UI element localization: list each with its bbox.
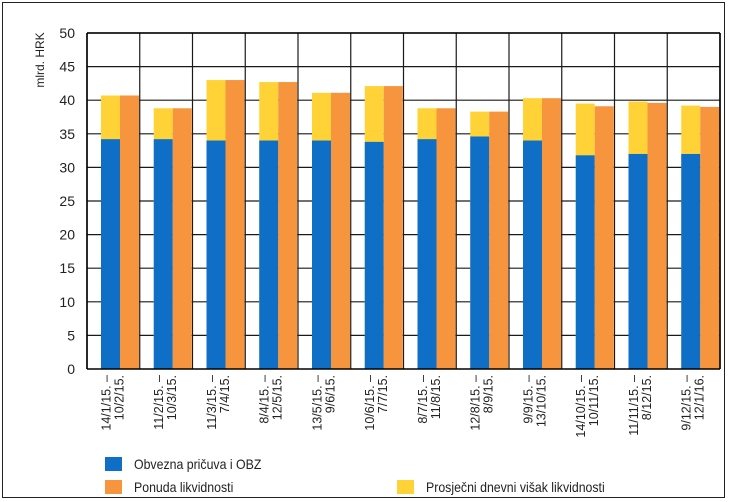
bar-reserve (206, 140, 226, 369)
y-axis-label: mlrd. HRK (33, 32, 47, 87)
x-tick-label-end: 9/6/15. (323, 375, 337, 413)
bar-supply (172, 108, 192, 369)
y-tick-label: 20 (59, 227, 75, 243)
legend-label-excess: Prosječni dnevni višak likvidnosti (426, 479, 605, 495)
bar-reserve (259, 140, 279, 369)
x-tick-label-start: 13/5/15. – (310, 375, 324, 431)
x-tick-label-start: 11/2/15. – (152, 375, 166, 430)
x-tick-label-end: 10/2/15. (112, 375, 126, 420)
chart-bars (101, 80, 720, 370)
x-tick-label-start: 12/8/15. – (469, 375, 483, 431)
y-tick-label: 45 (59, 59, 75, 75)
legend-swatch-reserve (105, 457, 122, 471)
bar-reserve (523, 140, 542, 369)
bar-reserve (101, 139, 120, 369)
x-tick-label-start: 11/3/15. – (205, 375, 219, 430)
bar-supply (331, 92, 350, 370)
x-tick-label-end: 12/5/15. (271, 375, 285, 420)
bar-supply (225, 80, 245, 369)
y-tick-label: 30 (59, 159, 75, 175)
x-tick-label-start: 8/7/15. – (416, 375, 430, 424)
bar-reserve (364, 141, 384, 369)
x-tick-label-end: 8/9/15. (482, 375, 496, 413)
bar-reserve (153, 139, 173, 369)
y-tick-label: 5 (67, 327, 75, 343)
bar-supply (436, 108, 456, 369)
bar-reserve (628, 153, 648, 369)
y-tick-label: 50 (59, 25, 75, 41)
bar-supply (383, 86, 403, 369)
y-tick-label: 0 (67, 361, 75, 377)
legend-swatch-excess (397, 480, 414, 494)
bar-supply (489, 111, 509, 370)
x-tick-label-start: 14/1/15. – (99, 375, 113, 431)
x-tick-label-start: 14/10/15. – (574, 375, 588, 438)
x-tick-label-start: 8/4/15. – (258, 375, 272, 424)
x-tick-label-start: 9/9/15. – (521, 375, 535, 424)
y-tick-label: 10 (59, 294, 75, 310)
x-tick-label-start: 9/12/15. – (680, 375, 694, 431)
x-tick-label-end: 13/10/15. (534, 375, 548, 427)
y-tick-label: 15 (59, 260, 75, 276)
x-tick-label-start: 10/6/15. – (363, 375, 377, 431)
legend-item-excess: Prosječni dnevni višak likvidnosti (397, 479, 629, 495)
bar-supply (594, 106, 614, 370)
bar-reserve (312, 140, 331, 369)
bar-reserve (470, 136, 490, 369)
x-tick-label-start: 11/11/15. – (627, 375, 641, 436)
legend-item-supply: Ponuda likvidnosti (105, 479, 247, 495)
bar-supply (700, 106, 720, 370)
legend-swatch-supply (105, 480, 122, 494)
bar-reserve (575, 155, 595, 369)
x-tick-label-end: 12/1/16. (693, 375, 707, 420)
bar-supply (542, 98, 561, 370)
chart-axes (86, 32, 721, 370)
chart-tick-labels: 0 5 10 15 20 25 30 35 40 45 50 14/1/15. –10/2/15. 11… (59, 25, 706, 438)
y-tick-label: 25 (59, 193, 75, 209)
legend-item-reserve: Obvezna pričuva i OBZ (105, 456, 279, 472)
x-tick-label-end: 8/12/15. (640, 375, 654, 420)
x-tick-label-end: 10/3/15. (165, 375, 179, 420)
bar-supply (120, 95, 139, 369)
legend-label-reserve: Obvezna pričuva i OBZ (134, 456, 262, 472)
legend-label-supply: Ponuda likvidnosti (134, 479, 234, 495)
bar-supply (278, 82, 298, 369)
x-tick-label-end: 10/11/15. (587, 375, 601, 426)
x-tick-label-end: 11/8/15. (429, 375, 443, 419)
x-tick-label-end: 7/7/15. (376, 375, 390, 413)
x-tick-label-end: 7/4/15. (218, 375, 232, 413)
bar-supply (647, 102, 667, 369)
bar-reserve (681, 153, 701, 369)
y-tick-label: 40 (59, 92, 75, 108)
y-tick-label: 35 (59, 126, 75, 142)
bar-reserve (417, 139, 437, 369)
